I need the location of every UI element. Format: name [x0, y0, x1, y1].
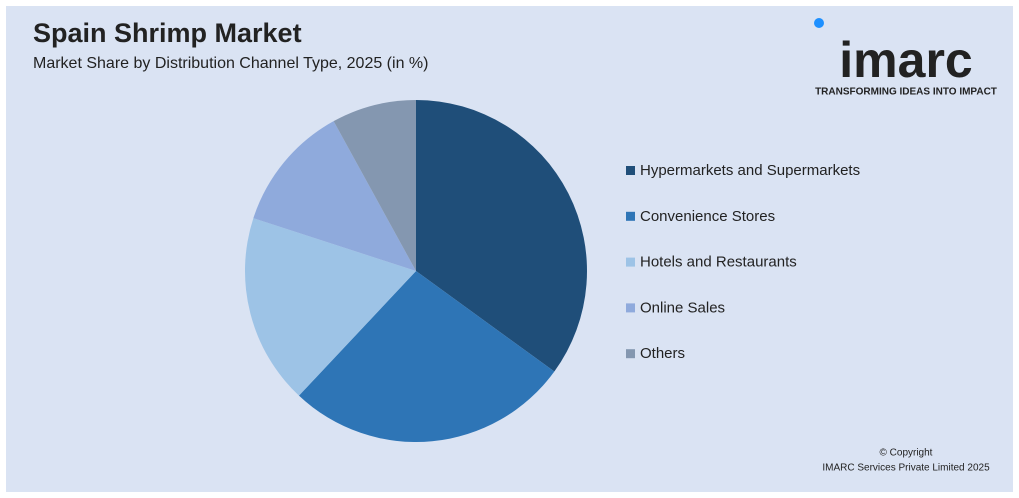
company: IMARC Services Private Limited 2025: [822, 463, 990, 474]
copyright: © Copyright: [880, 448, 933, 459]
chart-title: Spain Shrimp Market: [33, 18, 302, 48]
legend-swatch: [626, 211, 635, 221]
pie-slice: [245, 218, 416, 396]
legend-swatch: [626, 303, 635, 313]
pie-slice: [333, 100, 416, 271]
logo-tagline: TRANSFORMING IDEAS INTO IMPACT: [815, 87, 997, 98]
legend-label: Convenience Stores: [640, 208, 775, 225]
legend-swatch: [626, 166, 635, 175]
pie-slice: [253, 121, 416, 272]
chart-subtitle: Market Share by Distribution Channel Typ…: [33, 55, 428, 72]
pie-slice: [298, 271, 555, 442]
logo-dot: [814, 18, 824, 28]
pie-slice: [416, 100, 587, 372]
logo-name: imarc: [839, 32, 972, 88]
legend-label: Online Sales: [640, 299, 725, 316]
legend-label: Hotels and Restaurants: [640, 254, 797, 271]
legend-swatch: [626, 257, 635, 267]
legend-swatch: [626, 349, 635, 359]
legend-label: Hypermarkets and Supermarkets: [640, 162, 860, 179]
legend-label: Others: [640, 345, 685, 362]
